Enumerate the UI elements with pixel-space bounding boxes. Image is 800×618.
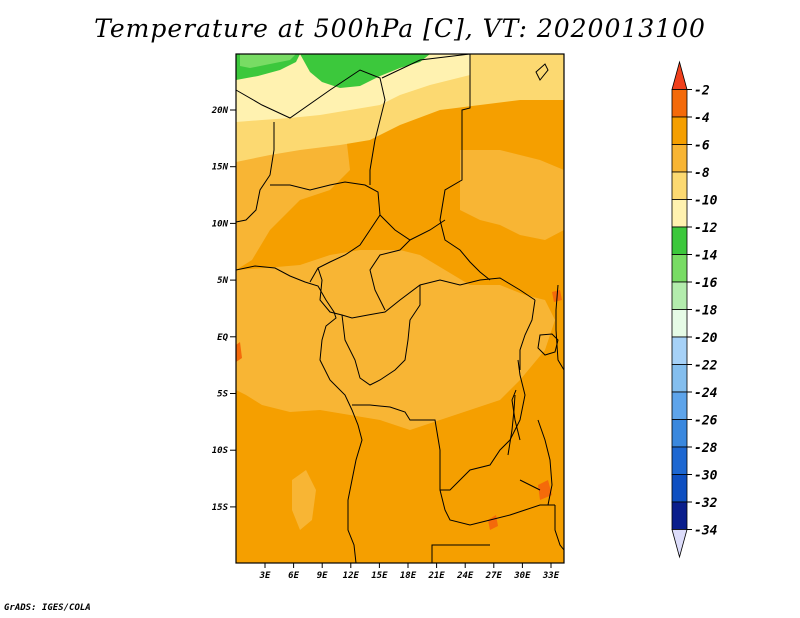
legend-swatch	[671, 364, 688, 393]
lon-label: 33E	[542, 571, 560, 581]
lon-label: 30E	[513, 571, 531, 581]
lon-label: 27E	[485, 571, 503, 581]
legend-swatch	[671, 116, 688, 145]
country-borders	[235, 53, 565, 564]
legend-arrow-bottom	[671, 529, 688, 559]
legend-label: -12	[694, 221, 718, 236]
legend-label: -34	[694, 524, 718, 539]
region-east-light	[460, 150, 564, 240]
legend-label: -6	[694, 139, 710, 154]
lon-label: 6E	[288, 571, 299, 581]
grads-credit: GrADS: IGES/COLA	[4, 603, 91, 613]
region-north-pale	[236, 54, 470, 122]
map-frame	[235, 53, 565, 564]
legend-label: -30	[694, 469, 718, 484]
lat-label: 5S	[217, 390, 228, 400]
lon-label: 9E	[317, 571, 328, 581]
lat-label: 10N	[212, 219, 229, 229]
legend-label: -24	[694, 386, 718, 401]
legend-label: -10	[694, 194, 718, 209]
legend-swatch	[671, 501, 688, 530]
lat-label: 5N	[217, 276, 228, 286]
legend-label: -26	[694, 414, 718, 429]
legend-label: -20	[694, 331, 718, 346]
region-green-light	[240, 54, 296, 68]
legend-label: -14	[694, 249, 718, 264]
legend-swatch	[671, 254, 688, 283]
legend-label: -16	[694, 276, 718, 291]
region-central-light	[236, 250, 555, 430]
lat-label: 10S	[212, 446, 229, 456]
lon-label: 18E	[400, 571, 417, 581]
legend-label: -28	[694, 441, 718, 456]
lon-label: 3E	[259, 571, 271, 581]
legend-label: -32	[694, 496, 718, 511]
legend-label: -4	[694, 111, 710, 126]
legend-swatch	[671, 309, 688, 338]
legend-label: -8	[694, 166, 710, 181]
legend-swatch	[671, 171, 688, 200]
color-legend: -2 -4 -6 -8 -10 -12 -14 -16 -18 -20 -22 -24 -26 -28 -3…	[671, 60, 718, 559]
legend-swatch	[671, 199, 688, 228]
legend-swatch	[671, 474, 688, 503]
lon-label: 24E	[456, 571, 474, 581]
lat-label: 20N	[211, 106, 229, 116]
lat-label: 15N	[212, 163, 229, 173]
region-northeast-yellow	[470, 54, 564, 96]
lon-label: 15E	[371, 571, 388, 581]
legend-swatch	[671, 226, 688, 255]
region-west-light	[236, 126, 350, 270]
region-southwest-light	[292, 470, 316, 530]
legend-swatch	[671, 281, 688, 310]
region-spot-3	[538, 480, 552, 500]
longitude-axis: 3E 6E 9E 12E 15E 18E 21E 24E 27E 30E 33E	[259, 563, 560, 581]
lon-label: 12E	[343, 571, 360, 581]
legend-swatch	[671, 446, 688, 475]
latitude-axis: 20N 15N 10N 5N EQ 5S 10S 15S	[211, 106, 236, 513]
legend-swatch	[671, 144, 688, 173]
legend-label: -18	[694, 304, 718, 319]
map-title: Temperature at 500hPa [C], VT: 202001310…	[94, 14, 706, 43]
lon-label: 21E	[427, 571, 445, 581]
legend-swatch	[671, 89, 688, 118]
region-spot-1	[236, 342, 242, 362]
legend-arrow-top	[671, 60, 688, 90]
lat-label: 15S	[212, 503, 229, 513]
legend-swatch	[671, 419, 688, 448]
legend-label: -2	[694, 84, 710, 99]
lat-label: EQ	[217, 333, 228, 343]
legend-swatch	[671, 336, 688, 365]
legend-swatch	[671, 391, 688, 420]
region-green-central	[300, 54, 430, 88]
legend-label: -22	[694, 359, 718, 374]
